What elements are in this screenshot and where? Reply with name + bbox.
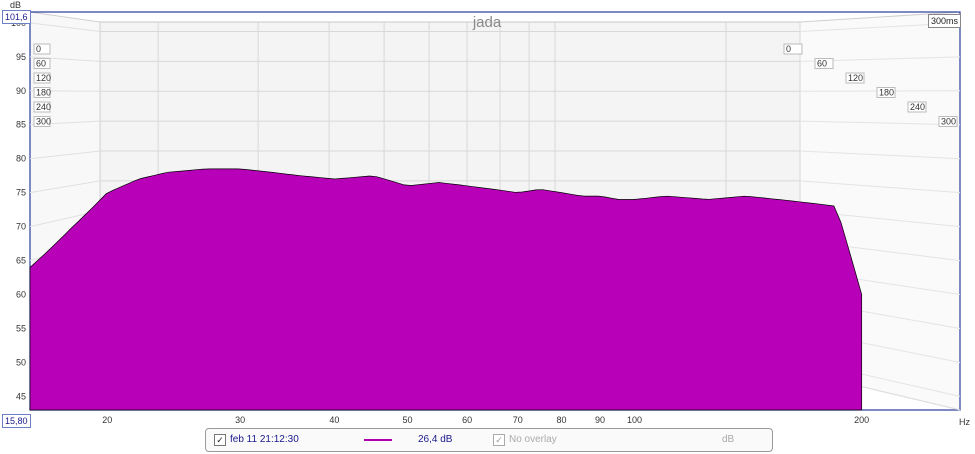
trace-value: 26,4 dB — [418, 434, 453, 445]
time-tick-label-left: 240 — [36, 102, 51, 112]
trace-label: feb 11 21:12:30 — [230, 434, 299, 445]
y-tick-label: 70 — [16, 222, 26, 232]
time-tick-box — [33, 101, 51, 113]
left-wall-line — [29, 56, 101, 62]
y-tick-label: 85 — [16, 120, 26, 130]
y-axis-ticks: 1009590858075706560555045 — [11, 18, 26, 402]
time-tick-label-left: 180 — [36, 88, 51, 98]
waterfall-plot: 100 95 90 85 80 75 70 65 60 55 50 45 20 30 40 50 60 70 80… — [10, 0, 970, 427]
time-tick-label-left: 60 — [36, 59, 46, 69]
y-tick-label: 95 — [16, 52, 26, 62]
time-tick-label-right: 240 — [910, 102, 925, 112]
waterfall-slice — [29, 168, 863, 411]
overlay-checkbox[interactable]: ✓ — [493, 434, 505, 446]
x-tick-label: 30 — [235, 415, 245, 425]
depth-label: 300ms — [928, 14, 962, 28]
x-tick-label: 90 — [595, 415, 605, 425]
waterfall-surface — [29, 168, 863, 411]
legend-bar: ✓ feb 11 21:12:30 26,4 dB ✓ No overlay d… — [205, 428, 773, 452]
y-tick-label: 45 — [16, 391, 26, 401]
time-tick-label-right: 60 — [817, 59, 827, 69]
x-axis-ticks: 20 30 40 50 60 70 80 90 100 200 — [102, 415, 869, 425]
y-tick-label: 90 — [16, 86, 26, 96]
y-tick-label: 55 — [16, 323, 26, 333]
time-axis-ticks: 0 60 120 180 240 300 0 60 120 180 240 300 — [33, 43, 958, 127]
time-tick-box — [33, 58, 51, 69]
y-tick-label: 60 — [16, 290, 26, 300]
time-tick-label-left: 0 — [36, 44, 41, 54]
time-tick-label-right: 120 — [848, 73, 863, 83]
y-tick-label: 75 — [16, 188, 26, 198]
x-tick-label: 70 — [513, 415, 523, 425]
y-max-box[interactable]: 101,6 — [2, 10, 31, 24]
y-tick-label: 50 — [16, 357, 26, 367]
trace-color-swatch — [364, 439, 392, 441]
time-tick-box — [33, 116, 51, 127]
time-tick-label-right: 300 — [941, 117, 956, 127]
x-min-box[interactable]: 15,80 — [2, 414, 31, 428]
left-wall-line — [29, 22, 101, 33]
overlay-unit: dB — [722, 434, 735, 445]
overlay-label: No overlay — [509, 434, 557, 445]
time-tick-label-right: 0 — [786, 44, 791, 54]
time-tick-box — [907, 101, 927, 113]
time-tick-label-left: 120 — [36, 73, 51, 83]
time-tick-box — [876, 87, 896, 98]
y-tick-label: 65 — [16, 256, 26, 266]
y-tick-label: 80 — [16, 154, 26, 164]
x-tick-label: 60 — [462, 415, 472, 425]
x-tick-label: 100 — [627, 415, 642, 425]
right-wall-line — [799, 150, 961, 160]
time-tick-box — [845, 72, 865, 84]
time-tick-box — [33, 43, 51, 55]
time-tick-label-left: 300 — [36, 117, 51, 127]
x-tick-label: 80 — [556, 415, 566, 425]
chart-title: jada — [472, 14, 502, 31]
time-tick-box — [783, 43, 803, 55]
right-wall-line — [799, 180, 961, 194]
time-tick-box — [938, 116, 958, 127]
time-tick-box — [33, 87, 51, 98]
left-wall-line — [29, 150, 101, 160]
right-wall-line — [799, 120, 961, 126]
trace-checkbox[interactable]: ✓ — [214, 434, 226, 446]
x-unit-label: Hz — [959, 417, 970, 427]
x-tick-label: 20 — [102, 415, 112, 425]
x-tick-label: 50 — [402, 415, 412, 425]
x-tick-label: 40 — [329, 415, 339, 425]
time-tick-label-right: 180 — [879, 88, 894, 98]
left-wall-line — [29, 180, 101, 194]
x-tick-label: 200 — [854, 415, 869, 425]
time-tick-box — [814, 58, 834, 69]
time-tick-box — [33, 72, 51, 84]
y-unit-label: dB — [10, 0, 21, 10]
